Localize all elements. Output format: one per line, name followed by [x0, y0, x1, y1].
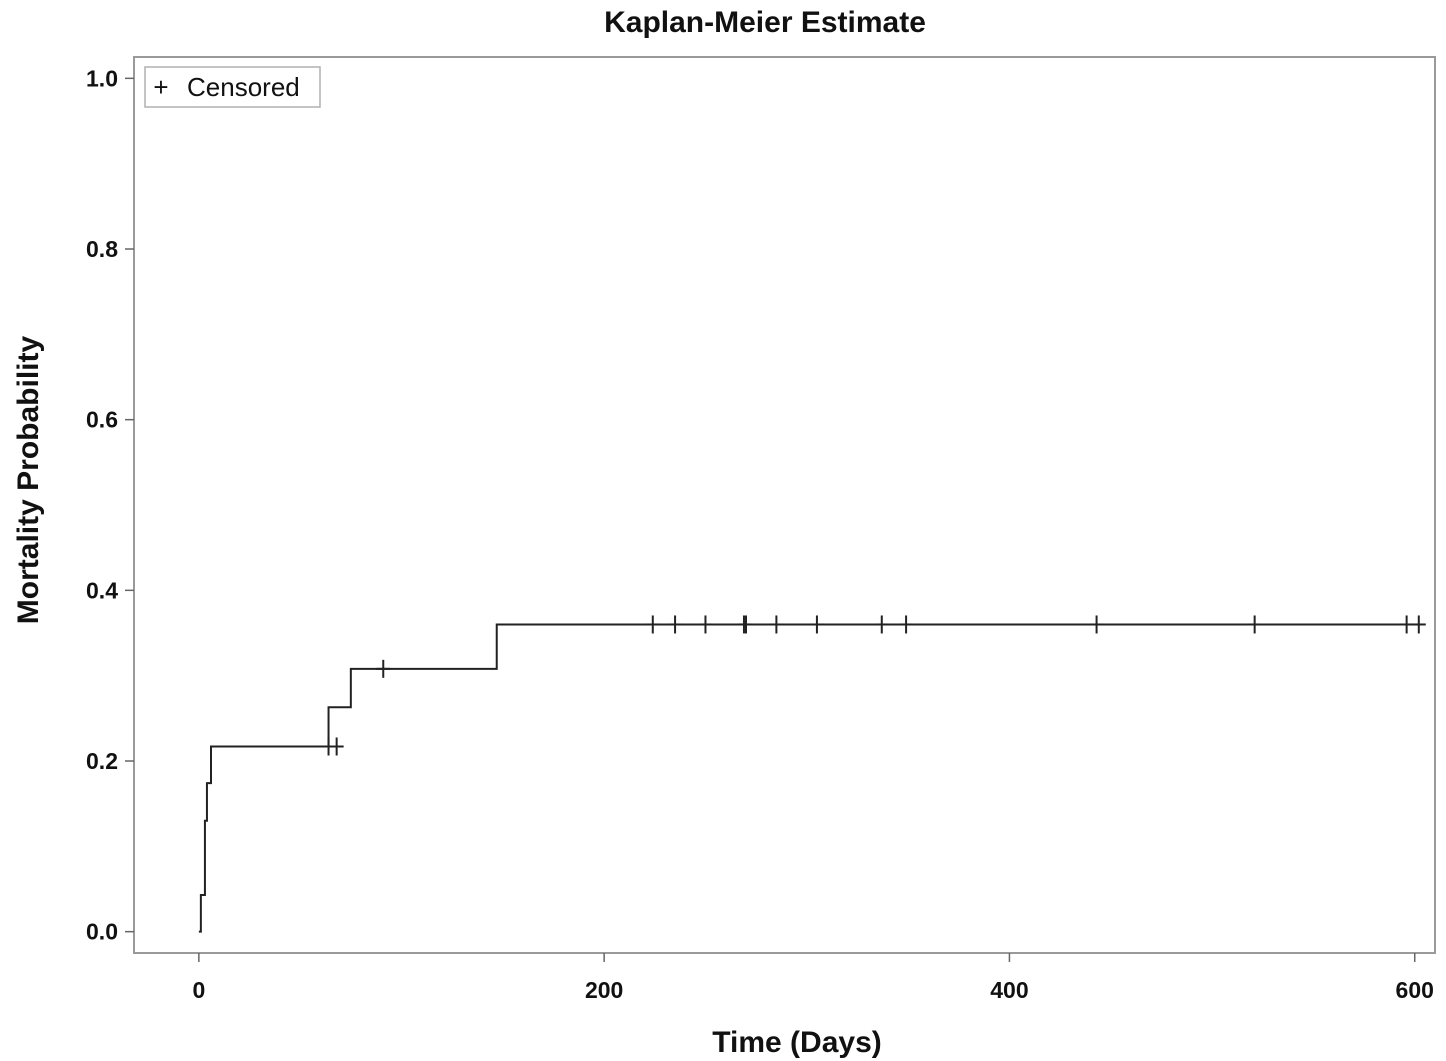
censored-mark — [1399, 615, 1414, 634]
censored-mark — [738, 615, 753, 634]
y-tick-label: 0.8 — [86, 236, 118, 262]
y-tick-label: 0.6 — [86, 407, 118, 433]
y-tick-label: 0.2 — [86, 748, 118, 774]
km-step-curve — [198, 623, 1421, 933]
legend-box — [144, 66, 321, 108]
x-tick-label: 400 — [990, 977, 1028, 1003]
censored-mark — [899, 615, 914, 634]
censored-marks-layer — [321, 615, 1426, 756]
censored-mark — [645, 615, 660, 634]
x-axis: 0 200 400 600 — [192, 953, 1434, 1003]
y-tick-label: 0.4 — [86, 577, 118, 603]
plot-area-frame — [133, 56, 1436, 954]
censored-mark — [769, 615, 784, 634]
chart-title: Kaplan-Meier Estimate — [604, 6, 926, 39]
y-axis: 0.0 0.2 0.4 0.6 0.8 1.0 — [86, 65, 134, 945]
legend-censored-symbol: + — [153, 72, 168, 102]
legend: + Censored — [144, 66, 321, 108]
x-tick-label: 0 — [192, 977, 205, 1003]
censored-mark — [668, 615, 683, 634]
censored-mark — [329, 737, 344, 756]
y-tick-label: 0.0 — [86, 919, 118, 945]
censored-mark — [376, 659, 391, 678]
censored-mark — [1247, 615, 1262, 634]
x-axis-label: Time (Days) — [712, 1026, 882, 1059]
y-tick-label: 1.0 — [86, 65, 118, 91]
censored-mark — [1411, 615, 1426, 634]
x-tick-label: 600 — [1396, 977, 1434, 1003]
censored-mark — [698, 615, 713, 634]
survival-curve-layer — [198, 623, 1421, 933]
censored-mark — [874, 615, 889, 634]
censored-mark — [1089, 615, 1104, 634]
x-tick-label: 200 — [585, 977, 623, 1003]
legend-censored-label: Censored — [187, 72, 300, 102]
censored-mark — [809, 615, 824, 634]
y-axis-label: Mortality Probability — [12, 336, 45, 625]
